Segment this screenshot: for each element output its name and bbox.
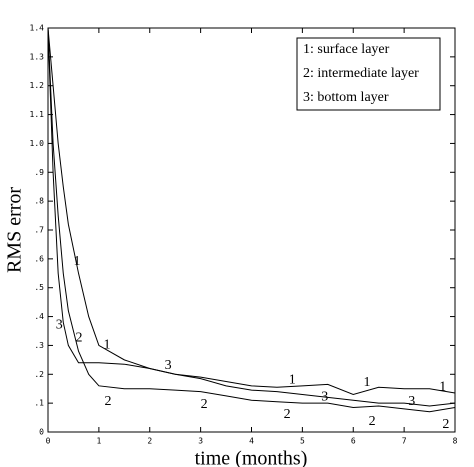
y-tick-label: 1.1 xyxy=(30,110,45,119)
y-axis-label: RMS error xyxy=(4,187,26,273)
curve-label: 2 xyxy=(369,414,376,429)
legend-entry: 1: surface layer xyxy=(303,42,390,57)
series-line xyxy=(47,27,456,396)
x-tick-label: 6 xyxy=(351,437,356,446)
x-tick-label: 8 xyxy=(453,437,458,446)
y-tick-label: .8 xyxy=(34,197,44,206)
y-tick-label: .4 xyxy=(34,312,44,321)
curve-label: 3 xyxy=(165,358,172,373)
y-tick-label: .3 xyxy=(34,341,44,350)
curve-label: 2 xyxy=(284,407,291,422)
curve-label: 1 xyxy=(289,372,296,387)
y-tick-label: 0 xyxy=(39,428,44,437)
curve-label: 3 xyxy=(408,394,415,409)
legend-entry: 2: intermediate layer xyxy=(303,66,419,81)
series-line xyxy=(47,27,456,407)
y-tick-label: .5 xyxy=(34,283,44,292)
curve-label: 1 xyxy=(439,379,446,394)
x-tick-label: 4 xyxy=(249,437,254,446)
x-tick-label: 2 xyxy=(147,437,152,446)
y-tick-label: .2 xyxy=(34,370,44,379)
curve-label: 2 xyxy=(76,330,83,345)
x-axis-label: time (months) xyxy=(195,448,308,467)
curve-label: 1 xyxy=(73,254,80,269)
x-tick-label: 7 xyxy=(402,437,407,446)
curve-label: 2 xyxy=(105,394,112,409)
x-tick-label: 3 xyxy=(198,437,203,446)
y-tick-label: 1.3 xyxy=(30,52,45,61)
legend-box xyxy=(296,37,441,111)
y-tick-label: 1.0 xyxy=(30,139,45,148)
curve-label: 1 xyxy=(363,375,370,390)
series-line xyxy=(47,27,456,413)
x-tick-label: 1 xyxy=(96,437,101,446)
y-tick-label: 1.4 xyxy=(30,24,45,33)
x-tick-label: 5 xyxy=(300,437,305,446)
y-tick-label: 1.2 xyxy=(30,81,45,90)
curve-label: 1 xyxy=(104,338,111,353)
curve-label: 3 xyxy=(56,317,63,332)
curve-label: 3 xyxy=(321,390,328,405)
y-tick-label: .9 xyxy=(34,168,44,177)
y-tick-label: .6 xyxy=(34,254,44,263)
y-tick-label: .1 xyxy=(34,399,44,408)
legend-entry: 3: bottom layer xyxy=(303,90,389,105)
curve-label: 2 xyxy=(201,397,208,412)
x-tick-label: 0 xyxy=(46,437,51,446)
y-tick-label: .7 xyxy=(34,226,44,235)
curve-label: 2 xyxy=(442,417,449,432)
